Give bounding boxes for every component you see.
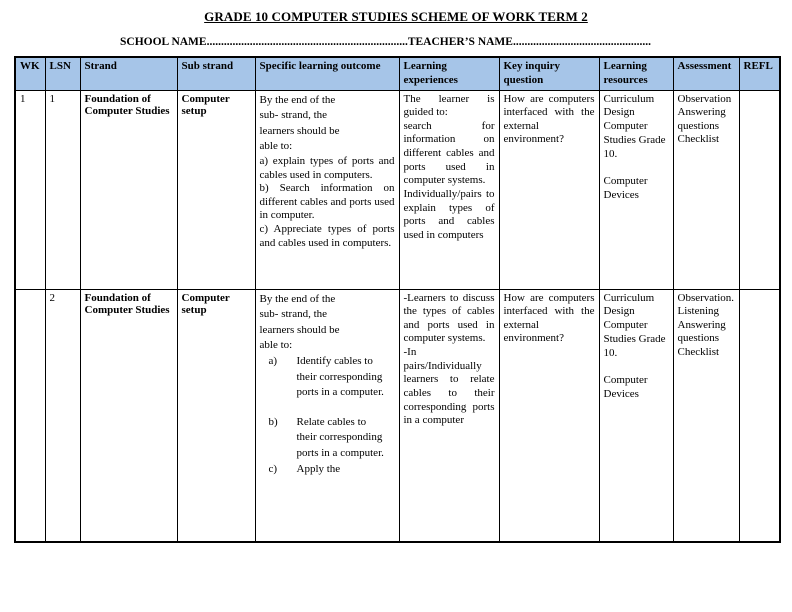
cell-key-inquiry-question: How are computers interfaced with the ex… — [498, 89, 600, 290]
list-marker: a) — [268, 354, 278, 367]
col-header-learning-resources: Learning resources — [598, 56, 674, 91]
cell-learning-experiences: -Learners to discuss the types of cables… — [398, 288, 500, 543]
col-header-assessment: Assessment — [672, 56, 740, 91]
cell-lsn: 1 — [44, 89, 81, 290]
cell-lsn: 2 — [44, 288, 81, 543]
document-page: GRADE 10 COMPUTER STUDIES SCHEME OF WORK… — [14, 9, 792, 543]
cell-assessment: Observation. Listening Answering questio… — [672, 288, 740, 543]
school-name-dotted-blank: ........................................… — [206, 36, 408, 48]
scheme-of-work-table: WK LSN Strand Sub strand Specific learni… — [14, 56, 781, 543]
col-header-wk: WK — [14, 56, 46, 91]
cell-key-inquiry-question: How are computers interfaced with the ex… — [498, 288, 600, 543]
teacher-name-label: TEACHER’S NAME — [407, 36, 513, 48]
col-header-learning-experiences: Learning experiences — [398, 56, 500, 91]
outcome-list: a) explain types of ports and cables use… — [259, 154, 395, 249]
list-text: Identify cables to their corresponding p… — [296, 354, 384, 399]
outcome-item-b: b) Relate cables to their corresponding … — [260, 415, 395, 462]
school-name-label: SCHOOL NAME — [120, 36, 207, 48]
list-text: Apply the — [296, 462, 341, 475]
outcome-intro: By the end of the sub- strand, the learn… — [259, 93, 340, 153]
col-header-specific-learning-outcome: Specific learning outcome — [254, 56, 400, 91]
cell-sub-strand: Computer setup — [176, 288, 256, 543]
outcome-intro: By the end of the sub- strand, the learn… — [259, 292, 340, 352]
list-marker: b) — [268, 415, 278, 428]
outcome-item-a: a) Identify cables to their correspondin… — [260, 354, 395, 401]
cell-learning-resources: Curriculum Design Computer Studies Grade… — [598, 89, 674, 290]
outcome-item-c: c) Apply the — [260, 462, 395, 478]
cell-learning-experiences: The learner is guided to: search for inf… — [398, 89, 500, 290]
teacher-name-dotted-blank: ........................................… — [512, 36, 651, 48]
school-teacher-line: SCHOOL NAME.............................… — [120, 36, 792, 48]
cell-strand: Foundation of Computer Studies — [79, 288, 178, 543]
col-header-key-inquiry-question: Key inquiry question — [498, 56, 600, 91]
col-header-refl: REFL — [738, 56, 781, 91]
cell-specific-learning-outcome: By the end of the sub- strand, the learn… — [254, 288, 400, 543]
cell-sub-strand: Computer setup — [176, 89, 256, 290]
table-row-lesson-2: 2 Foundation of Computer Studies Compute… — [14, 288, 781, 543]
cell-refl — [738, 89, 781, 290]
col-header-lsn: LSN — [44, 56, 81, 91]
cell-wk: 1 — [14, 89, 46, 290]
list-marker: c) — [268, 462, 278, 475]
table-row-lesson-1: 1 1 Foundation of Computer Studies Compu… — [14, 89, 781, 290]
col-header-strand: Strand — [79, 56, 178, 91]
cell-wk — [14, 288, 46, 543]
cell-specific-learning-outcome: By the end of the sub- strand, the learn… — [254, 89, 400, 290]
cell-assessment: Observation Answering questions Checklis… — [672, 89, 740, 290]
col-header-sub-strand: Sub strand — [176, 56, 256, 91]
table-header-row: WK LSN Strand Sub strand Specific learni… — [14, 56, 781, 91]
document-title: GRADE 10 COMPUTER STUDIES SCHEME OF WORK… — [204, 9, 588, 24]
cell-refl — [738, 288, 781, 543]
list-text: Relate cables to their corresponding por… — [296, 415, 384, 459]
cell-strand: Foundation of Computer Studies — [79, 89, 178, 290]
cell-learning-resources: Curriculum Design Computer Studies Grade… — [598, 288, 674, 543]
